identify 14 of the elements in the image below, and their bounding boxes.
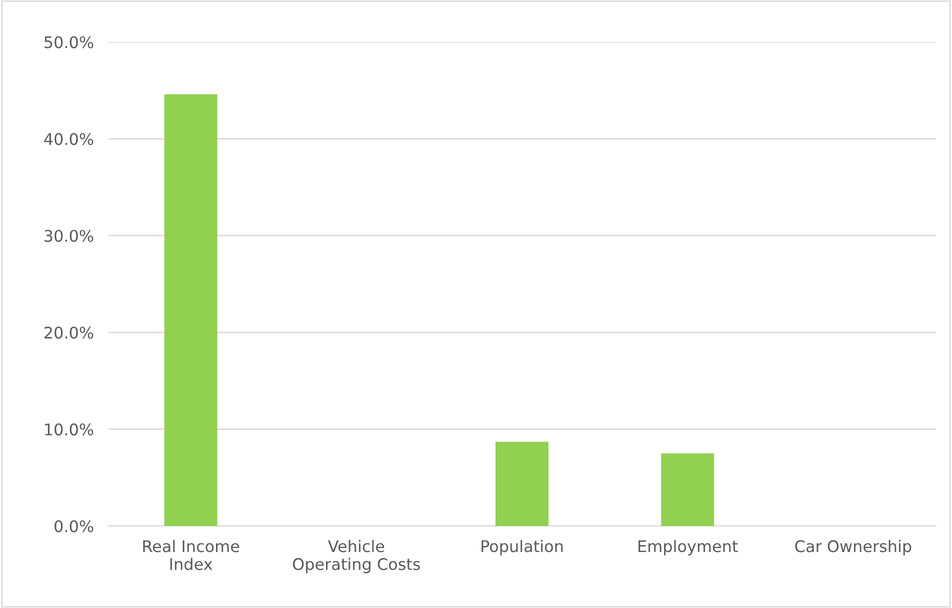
y-tick-label: 50.0% (44, 36, 94, 48)
x-tick-label: Population (482, 540, 563, 556)
y-tick-label: 10.0% (45, 423, 94, 436)
y-tick-label: 40.0% (44, 133, 94, 146)
y-tick-label: 20.0% (44, 326, 94, 339)
x-tick-label: Car Ownership (795, 540, 912, 556)
x-tick-label: Vehicle Operating Costs (292, 540, 420, 574)
y-tick-label: 0.0% (54, 520, 94, 532)
y-tick-label: 30.0% (44, 230, 94, 242)
bar (661, 453, 714, 526)
x-tick-label: Real Income Index (143, 540, 240, 570)
bar (164, 94, 218, 526)
x-tick-label: Employment (638, 540, 738, 556)
bar (496, 442, 548, 526)
